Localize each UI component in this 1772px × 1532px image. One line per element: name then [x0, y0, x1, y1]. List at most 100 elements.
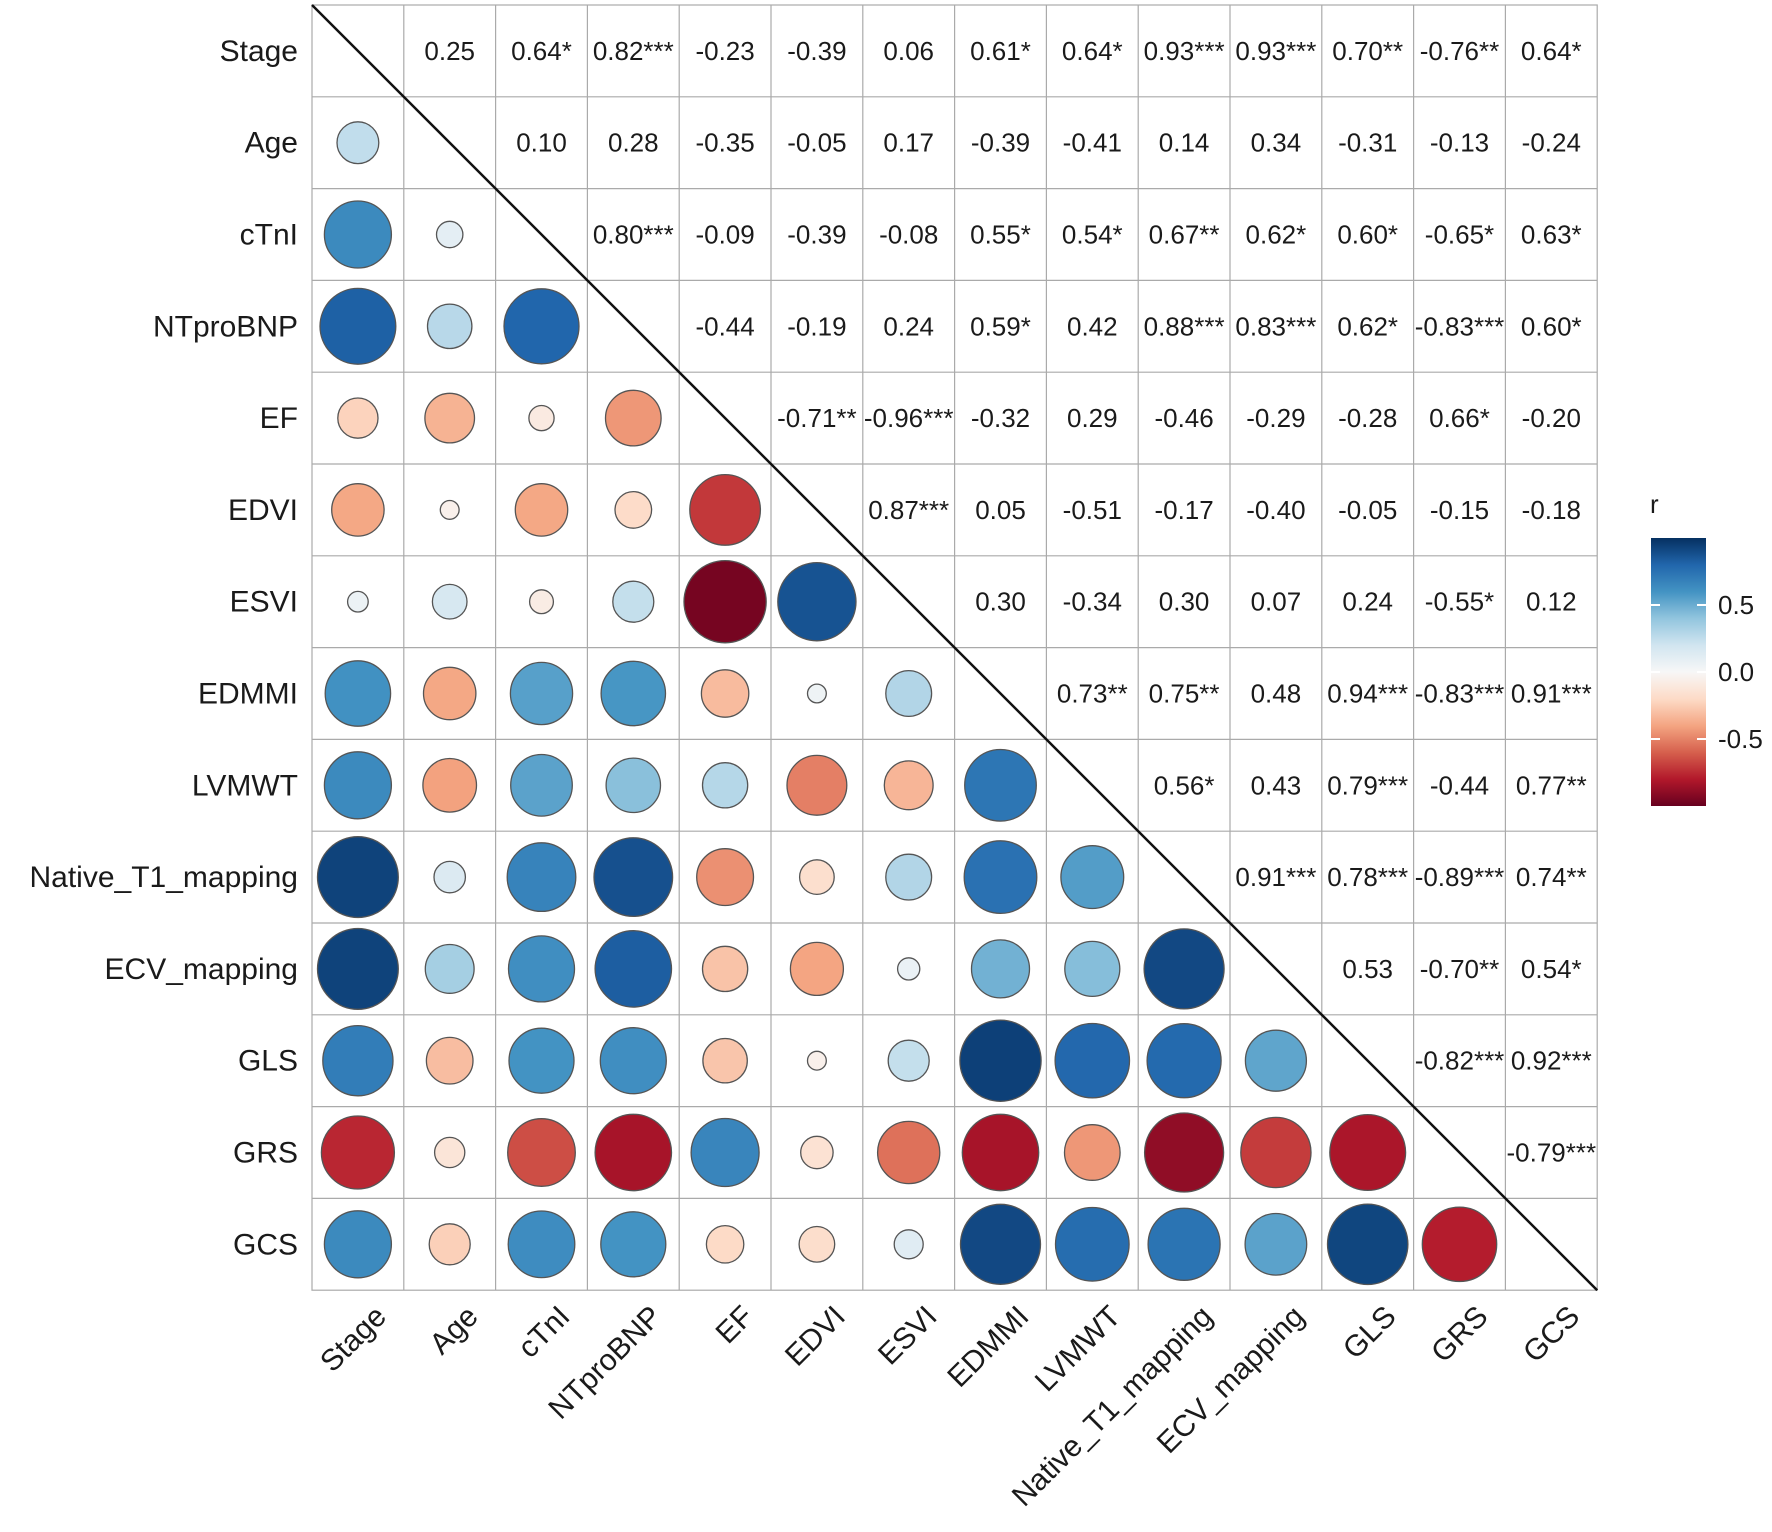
- corr-circle: [604, 389, 662, 447]
- corr-value-label: 0.55*: [970, 220, 1031, 250]
- corr-circle: [594, 930, 673, 1008]
- corr-value-label: 0.34: [1251, 128, 1302, 158]
- corr-value-label: -0.39: [971, 128, 1030, 158]
- corr-circle: [433, 860, 467, 894]
- corr-value-label: -0.41: [1063, 128, 1122, 158]
- corr-value-label: -0.70**: [1420, 954, 1500, 984]
- corr-circle: [424, 943, 475, 994]
- corr-circle: [422, 666, 477, 721]
- corr-value-label: 0.05: [975, 495, 1026, 525]
- corr-value-label: 0.73**: [1057, 679, 1128, 709]
- corr-circle: [798, 859, 835, 896]
- corr-circle: [789, 941, 845, 997]
- corr-circle: [435, 220, 464, 249]
- corr-value-label: 0.63*: [1521, 220, 1582, 250]
- corr-value-label: 0.62*: [1337, 311, 1398, 341]
- corr-value-label: 0.60*: [1521, 311, 1582, 341]
- corr-value-label: 0.54*: [1062, 220, 1123, 250]
- diagonal-line: [311, 4, 1599, 1292]
- corr-value-label: 0.70**: [1332, 36, 1403, 66]
- column-label: EF: [710, 1300, 760, 1350]
- corr-value-label: 0.07: [1251, 587, 1302, 617]
- corr-circle: [806, 683, 827, 704]
- corr-circle: [600, 660, 667, 727]
- column-label: EDMMI: [941, 1300, 1035, 1394]
- colorbar-legend: r 0.5 0.0 -0.5: [1650, 489, 1763, 806]
- corr-circle: [509, 661, 574, 726]
- corr-value-label: -0.89***: [1415, 862, 1505, 892]
- corr-value-label: -0.28: [1338, 403, 1397, 433]
- corr-circle: [786, 754, 848, 816]
- corr-value-label: -0.39: [787, 220, 846, 250]
- corr-circle: [705, 1224, 745, 1264]
- corr-circle: [1064, 940, 1121, 998]
- corr-circle: [528, 404, 555, 432]
- row-label: GRS: [233, 1137, 298, 1170]
- corr-circle: [324, 660, 392, 727]
- corr-value-label: -0.34: [1063, 587, 1122, 617]
- corr-circle: [702, 1037, 748, 1084]
- column-label: GLS: [1337, 1300, 1403, 1366]
- corr-value-label: -0.24: [1522, 128, 1581, 158]
- corr-circle: [320, 1115, 396, 1190]
- corr-value-label: -0.83***: [1415, 311, 1505, 341]
- corr-value-label: 0.54*: [1521, 954, 1582, 984]
- corr-circle: [1063, 1124, 1121, 1181]
- corr-circle: [883, 760, 934, 811]
- corr-circle: [885, 669, 933, 718]
- corr-circle: [700, 669, 750, 718]
- corr-value-label: 0.93***: [1235, 36, 1316, 66]
- corr-circle: [893, 1229, 924, 1260]
- corr-circle: [689, 473, 762, 546]
- corr-circle: [422, 757, 478, 813]
- corr-circle: [964, 748, 1037, 822]
- corr-circle: [593, 837, 674, 918]
- row-label: ESVI: [230, 586, 298, 619]
- corr-value-label: 0.67**: [1149, 220, 1220, 250]
- corr-value-label: 0.12: [1526, 587, 1577, 617]
- corr-circle: [510, 753, 573, 817]
- corr-circle: [605, 757, 662, 814]
- corr-value-label: 0.87***: [868, 495, 949, 525]
- corr-circle: [612, 580, 655, 623]
- corr-circle: [346, 590, 369, 613]
- row-label: GLS: [238, 1045, 298, 1078]
- row-label: NTproBNP: [153, 310, 298, 343]
- corr-value-label: 0.92***: [1511, 1046, 1592, 1076]
- corr-value-label: -0.35: [695, 128, 754, 158]
- column-label: EDVI: [779, 1300, 852, 1373]
- corr-value-label: 0.64*: [1062, 36, 1123, 66]
- corr-value-label: -0.44: [695, 311, 754, 341]
- corr-circle: [439, 499, 460, 520]
- corr-value-label: 0.61*: [970, 36, 1031, 66]
- corr-value-label: 0.53: [1342, 954, 1393, 984]
- corr-value-label: 0.79***: [1327, 770, 1408, 800]
- corr-value-label: 0.82***: [593, 36, 674, 66]
- corr-circle: [599, 1027, 667, 1095]
- column-label: ESVI: [872, 1300, 944, 1372]
- corr-value-label: -0.79***: [1506, 1138, 1596, 1168]
- corr-circle: [323, 1210, 393, 1279]
- corr-circle: [876, 1120, 941, 1185]
- corr-circle: [508, 1027, 575, 1094]
- corr-circle: [1244, 1029, 1308, 1092]
- corr-circle: [1240, 1116, 1312, 1189]
- corr-value-label: -0.71**: [777, 403, 857, 433]
- colorbar-tick-label: 0.5: [1718, 590, 1754, 620]
- corr-circle: [806, 1050, 827, 1071]
- column-label: Age: [424, 1300, 485, 1361]
- corr-value-label: 0.30: [1159, 587, 1210, 617]
- corr-value-label: -0.18: [1522, 495, 1581, 525]
- corr-circle: [1060, 845, 1125, 910]
- corr-circle: [1054, 1022, 1131, 1099]
- corr-circle: [696, 848, 755, 907]
- corr-circle: [507, 935, 576, 1003]
- corr-circle: [331, 483, 385, 537]
- corr-circle: [428, 1223, 471, 1266]
- corr-value-label: -0.15: [1430, 495, 1489, 525]
- corr-circle: [800, 1135, 834, 1170]
- corr-circle: [887, 1039, 930, 1082]
- corr-circle: [614, 490, 653, 529]
